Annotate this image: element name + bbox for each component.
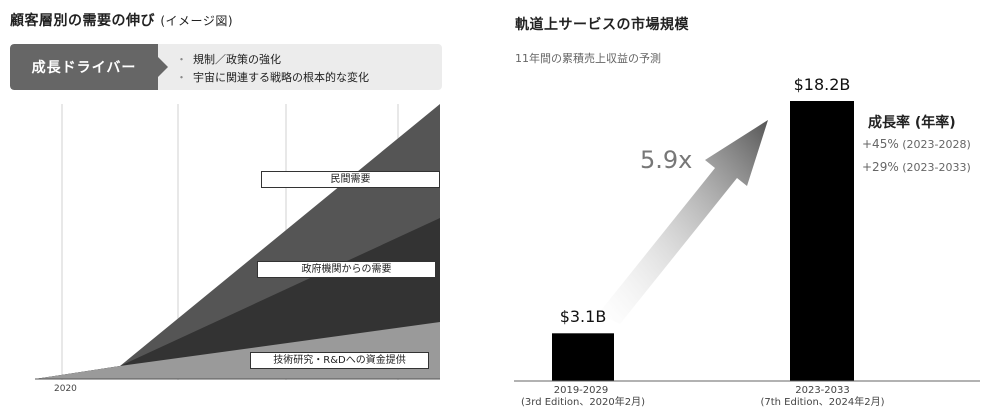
growth-rate-value: +29%: [862, 160, 899, 174]
growth-rate-header: 成長率 (年率): [868, 112, 956, 132]
category-label: 2019-2029 (3rd Edition、2020年2月): [521, 385, 641, 409]
category-note: (7th Edition、2024年2月): [755, 397, 890, 409]
category-text: 2023-2033: [755, 385, 890, 397]
growth-rate-line: +29% (2023-2033): [862, 160, 971, 174]
growth-rate-value: +45%: [862, 137, 899, 151]
category-note: (3rd Edition、2020年2月): [521, 397, 641, 409]
layer-label-government: 政府機関からの需要: [257, 261, 436, 278]
growth-rate-period: (2023-2033): [902, 161, 971, 174]
market-size-bar-chart: [500, 0, 982, 417]
category-label: 2023-2033 (7th Edition、2024年2月): [755, 385, 890, 409]
growth-rate-period: (2023-2028): [902, 138, 971, 151]
bar-value-label: $3.1B: [553, 307, 613, 326]
layer-label-research: 技術研究・R&Dへの資金提供: [250, 352, 429, 369]
bar-2023-2033: [790, 101, 854, 381]
category-text: 2019-2029: [521, 385, 641, 397]
multiplier-label: 5.9x: [640, 146, 692, 174]
x-tick-2020: 2020: [54, 384, 77, 394]
bar-value-label: $18.2B: [792, 75, 852, 94]
growth-rate-line: +45% (2023-2028): [862, 137, 971, 151]
layer-label-private: 民間需要: [261, 171, 440, 188]
bar-2019-2029: [552, 333, 614, 381]
